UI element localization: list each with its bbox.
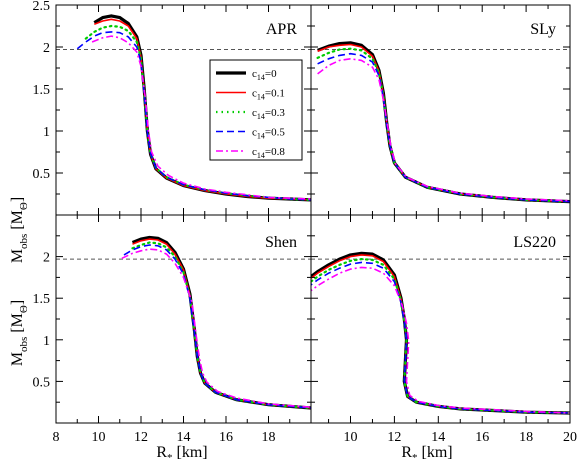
x-tick-label: 18 <box>262 430 276 445</box>
x-tick-label: 20 <box>563 430 577 445</box>
series-line-3 <box>123 244 311 409</box>
x-tick-label: 16 <box>219 430 233 445</box>
legend-entry-text: c <box>252 68 257 80</box>
y-tick-label: 2 <box>43 41 50 56</box>
legend-entry-2: c14=0.3 <box>252 107 285 121</box>
y-axis-title-unit-open: [M <box>9 210 26 234</box>
panel-label: LS220 <box>513 234 556 251</box>
series-group <box>121 235 311 410</box>
x-axis-title-left-main: R <box>156 444 167 461</box>
x-axis-title-left: R* [km] <box>156 444 207 463</box>
series-line-4 <box>121 248 311 408</box>
panel-label: APR <box>266 21 297 38</box>
legend-box <box>209 59 303 161</box>
panels-layer: 0.511.522.5APRc14=0c14=0.1c14=0.3c14=0.5… <box>33 0 578 445</box>
y-axis-title-sub: obs <box>18 234 30 249</box>
legend-entry-text: 14 <box>257 93 265 102</box>
x-tick-label: 12 <box>134 430 148 445</box>
legend-entry-0: c14=0 <box>252 68 277 82</box>
y-axis-title-main: M <box>9 249 26 263</box>
y-tick-label: 0.5 <box>33 167 51 182</box>
panel-label: Shen <box>265 234 297 251</box>
panel-ls220: 10 12 14 16 18 20 LS220 <box>310 214 577 445</box>
x-tick-label: 14 <box>177 430 191 445</box>
series-line-2 <box>316 47 570 203</box>
x-tick-label: 16 <box>475 430 489 445</box>
y-axis-title-unit-sub: Θ <box>18 202 30 210</box>
panel-apr: 0.511.522.5APRc14=0c14=0.1c14=0.3c14=0.5… <box>33 0 312 216</box>
legend-entry-text: =0.1 <box>265 88 285 100</box>
y-tick-label: 0.5 <box>33 375 51 390</box>
legend-entry-4: c14=0.8 <box>252 146 285 160</box>
y-tick-label: 1 <box>43 125 50 140</box>
x-axis-title-right: R* [km] <box>401 444 452 463</box>
y-tick-label: 2.5 <box>33 0 51 14</box>
legend-entry-text: =0.5 <box>265 127 285 139</box>
series-line-3 <box>311 261 570 414</box>
legend-entry-text: 14 <box>257 73 265 82</box>
y-axis-title-unit-close: ] <box>9 197 26 202</box>
series-group <box>316 41 570 204</box>
series-line-4 <box>311 266 570 414</box>
series-line-3 <box>76 31 311 201</box>
y-axis-title-lower-sub: obs <box>18 337 30 352</box>
x-axis-title-left-sub: * <box>167 452 173 463</box>
x-axis-title-right-sub: * <box>412 452 418 463</box>
series-line-3 <box>317 52 570 203</box>
x-tick-label: 14 <box>431 430 445 445</box>
legend-entry-text: 14 <box>257 151 265 160</box>
legend-entry-text: 14 <box>257 112 265 121</box>
series-line-4 <box>91 35 311 200</box>
series-line-4 <box>317 58 570 202</box>
panel-shen: 0.5 1 1.5 2 8 10 12 14 16 18 Shen <box>33 214 312 445</box>
y-axis-title: Mobs [MΘ] <box>9 197 30 263</box>
series-line-0 <box>317 41 570 204</box>
y-axis-title-lower-unit-sub: Θ <box>18 305 30 313</box>
legend-entry-text: c <box>252 127 257 139</box>
x-tick-label: 18 <box>519 430 533 445</box>
x-tick-label: 8 <box>53 430 60 445</box>
x-axis-title-right-unit: [km] <box>418 444 453 461</box>
panel-sly: SLy <box>310 4 571 216</box>
series-line-1 <box>317 43 570 203</box>
y-axis-title-lower-main: M <box>9 352 26 366</box>
legend-entry-text: 14 <box>257 132 265 141</box>
legend-entry-text: =0.3 <box>265 107 285 119</box>
legend-entry-text: c <box>252 146 257 158</box>
x-axis-title-right-main: R <box>401 444 412 461</box>
series-line-0 <box>131 235 311 410</box>
x-axis-title-left-unit: [km] <box>173 444 208 461</box>
y-tick-label: 1.5 <box>33 292 51 307</box>
series-group <box>311 251 570 415</box>
y-axis-title-lower: Mobs [MΘ] <box>9 300 30 366</box>
series-line-2 <box>311 258 570 415</box>
y-tick-label: 1.5 <box>33 83 51 98</box>
legend-entry-text: c <box>252 88 257 100</box>
series-group <box>76 14 311 202</box>
x-tick-label: 10 <box>92 430 106 445</box>
legend-entry-1: c14=0.1 <box>252 88 285 102</box>
series-line-1 <box>311 254 570 414</box>
series-line-1 <box>132 238 311 409</box>
series-line-0 <box>311 251 570 415</box>
x-tick-label: 12 <box>387 430 401 445</box>
legend-entry-text: =0 <box>265 68 277 80</box>
y-tick-label: 2 <box>43 251 50 266</box>
y-axis-title-lower-unit-open: [M <box>9 313 26 337</box>
legend-entry-text: c <box>252 107 257 119</box>
legend-entry-text: =0.8 <box>265 146 285 158</box>
legend-entry-3: c14=0.5 <box>252 127 285 141</box>
series-line-2 <box>131 241 311 410</box>
y-axis-title-lower-unit-close: ] <box>9 300 26 305</box>
y-tick-label: 1 <box>43 334 50 349</box>
panel-label: SLy <box>530 21 556 38</box>
x-tick-label: 10 <box>344 430 358 445</box>
